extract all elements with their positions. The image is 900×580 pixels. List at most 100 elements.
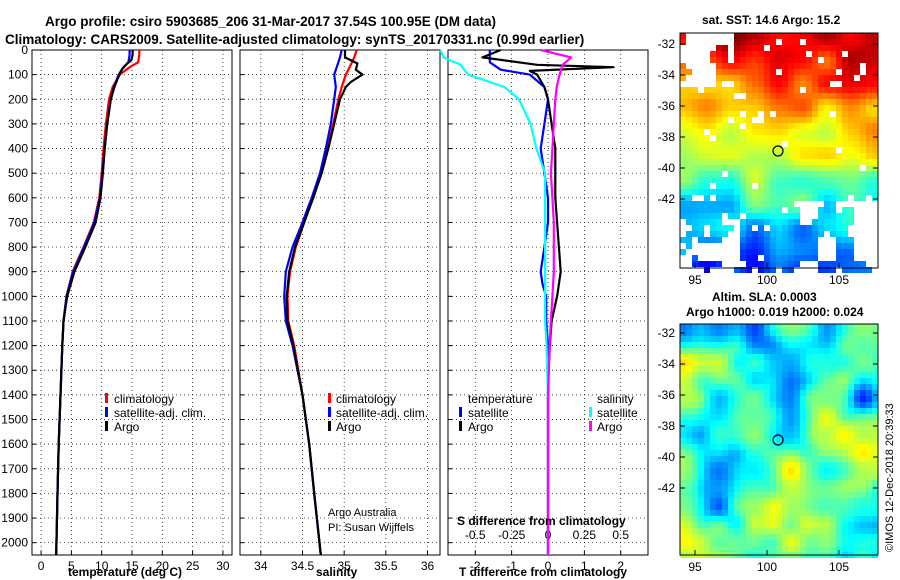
sst-cell [716,117,722,123]
sla-cell [824,480,830,486]
sst-cell [842,195,848,201]
sla-cell [710,546,716,552]
sst-cell [764,243,770,249]
sst-cell [860,51,866,57]
sst-cell [746,33,752,39]
sla-cell [866,324,872,330]
salinity-legend: climatology satellite-adj. clim. Argo [328,392,428,434]
sst-cell [758,39,764,45]
sla-cell [782,438,788,444]
imos-stamp: ©IMOS 12-Dec-2018 20:39:33 [884,403,896,552]
sla-cell [848,414,854,420]
sla-cell [758,534,764,540]
sst-cell [770,63,776,69]
sla-cell [830,378,836,384]
sst-cell [764,63,770,69]
sst-cell [818,159,824,165]
sla-cell [854,534,860,540]
sla-cell [842,540,848,546]
sla-cell [698,486,704,492]
sla-cell [680,396,686,402]
sla-cell [788,408,794,414]
sla-cell [818,462,824,468]
sla-cell [776,342,782,348]
sla-cell [854,378,860,384]
sla-cell [752,546,758,552]
sla-cell [812,504,818,510]
sst-map-y-tick-label: -40 [658,161,676,175]
sla-cell [680,420,686,426]
sst-cell [806,237,812,243]
sla-map [680,324,878,558]
sst-cell [800,177,806,183]
sla-cell [830,396,836,402]
sla-cell [704,408,710,414]
sst-cell [686,123,692,129]
sst-cell [794,141,800,147]
sst-cell [740,51,746,57]
sla-cell [842,384,848,390]
sst-cell [770,81,776,87]
sla-cell [824,408,830,414]
sla-cell [800,522,806,528]
sst-cell [866,129,872,135]
sst-cell [854,117,860,123]
sst-cell [794,75,800,81]
sla-cell [794,354,800,360]
sst-cell [854,171,860,177]
sla-cell [776,426,782,432]
sla-cell [824,384,830,390]
sla-cell [836,378,842,384]
sla-cell [788,420,794,426]
argo-location-marker-sst [772,145,784,157]
sst-cell [860,261,866,267]
sla-cell [824,498,830,504]
sla-cell [752,336,758,342]
sla-cell [794,324,800,330]
sla-cell [770,480,776,486]
sla-cell [764,492,770,498]
sla-cell [848,444,854,450]
sst-cell [818,231,824,237]
sla-cell [782,480,788,486]
sla-cell [746,498,752,504]
sst-cell [866,171,872,177]
sla-cell [824,324,830,330]
sla-cell [872,474,878,480]
sst-cell [842,165,848,171]
sst-cell [794,117,800,123]
sla-cell [824,516,830,522]
sla-cell [704,402,710,408]
sst-cell [860,171,866,177]
sst-cell [770,189,776,195]
sst-map-x-tick-label: 105 [829,273,849,287]
sst-cell [710,93,716,99]
sla-cell [764,456,770,462]
sst-cell [752,147,758,153]
sst-cell [740,171,746,177]
sla-cell [842,456,848,462]
sla-cell [716,378,722,384]
sst-cell [872,129,878,135]
sst-cell [848,183,854,189]
sla-cell [680,378,686,384]
sst-cell [848,171,854,177]
sst-cell [746,51,752,57]
sla-cell [800,354,806,360]
sla-cell [746,390,752,396]
sst-cell [836,153,842,159]
sla-cell [764,474,770,480]
sst-cell [716,195,722,201]
sla-cell [794,420,800,426]
sst-cell [770,75,776,81]
sla-cell [770,408,776,414]
sla-cell [716,522,722,528]
sla-cell [764,432,770,438]
sla-cell [782,354,788,360]
sla-cell [710,504,716,510]
sla-cell [698,366,704,372]
sla-cell [692,522,698,528]
sla-cell [752,528,758,534]
sst-cell [836,255,842,261]
sst-cell [686,93,692,99]
